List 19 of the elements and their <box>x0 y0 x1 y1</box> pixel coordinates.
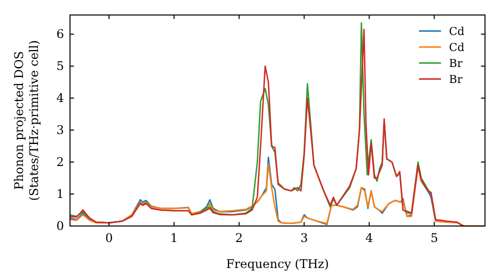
x-tick-label: 1 <box>170 231 178 245</box>
y-tick-label: 2 <box>56 155 64 170</box>
y-tick-label: 6 <box>56 27 64 42</box>
y-tick-label: 5 <box>56 59 64 74</box>
y-tick-label: 4 <box>56 91 64 106</box>
y-tick-label: 1 <box>56 187 64 202</box>
legend-label: Cd <box>449 41 464 54</box>
y-axis-title: Phonon projected DOS (States/THz·primitive cell) <box>12 40 41 201</box>
legend-label: Br <box>449 57 464 70</box>
x-tick-label: 5 <box>430 231 438 245</box>
legend-label: Br <box>449 73 464 86</box>
legend-label: Cd <box>449 25 464 38</box>
x-tick-label: 3 <box>300 231 308 245</box>
x-tick-label: 2 <box>235 231 243 245</box>
y-tick-label: 0 <box>56 219 64 233</box>
x-axis-title: Frequency (THz) <box>226 257 329 271</box>
x-tick-label: 4 <box>365 231 374 245</box>
y-tick-label: 3 <box>56 123 64 138</box>
x-tick-label: 0 <box>105 231 113 245</box>
